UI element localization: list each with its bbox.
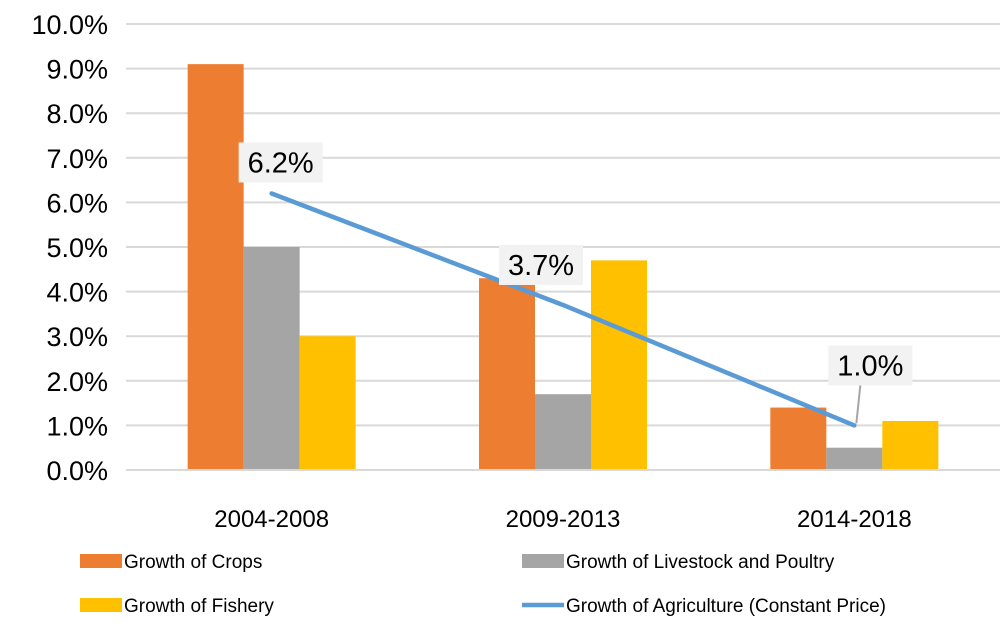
bar	[299, 336, 356, 470]
y-tick-label: 5.0%	[46, 233, 108, 263]
legend: Growth of Crops Growth of Livestock and P…	[80, 552, 886, 617]
data-labels: 6.2% 3.7% 1.0%	[238, 142, 913, 424]
y-axis: 0.0% 1.0% 2.0% 3.0% 4.0% 5.0% 6.0% 7.0% 8.0% 9.0%…	[31, 10, 108, 486]
bar	[882, 420, 939, 470]
x-tick-label: 2004-2008	[214, 506, 329, 533]
bars	[187, 64, 939, 470]
y-tick-label: 0.0%	[46, 456, 108, 486]
legend-swatch	[522, 554, 564, 568]
y-tick-label: 6.0%	[46, 188, 108, 218]
bar	[591, 260, 647, 470]
bar	[826, 447, 883, 470]
data-label: 6.2%	[248, 147, 314, 179]
y-tick-label: 7.0%	[46, 144, 108, 174]
leader-line	[855, 385, 862, 424]
y-tick-label: 10.0%	[31, 10, 108, 40]
bar	[535, 394, 591, 470]
legend-swatch	[80, 598, 122, 612]
x-tick-label: 2009-2013	[506, 506, 621, 533]
data-label-box	[828, 345, 913, 386]
bar	[479, 278, 535, 470]
bar	[187, 64, 244, 470]
y-tick-label: 1.0%	[46, 411, 108, 441]
data-label-box	[238, 142, 323, 183]
x-axis: 2004-2008 2009-2013 2014-2018	[126, 469, 1000, 533]
agriculture-line	[269, 191, 857, 428]
legend-label: Growth of Livestock and Poultry	[566, 552, 835, 573]
y-tick-label: 9.0%	[46, 55, 108, 85]
legend-swatch	[80, 554, 122, 568]
series-line	[269, 191, 857, 428]
x-tick-label: 2014-2018	[797, 506, 912, 533]
data-label: 1.0%	[837, 350, 903, 382]
legend-label: Growth of Agriculture (Constant Price)	[566, 596, 886, 617]
bar	[770, 407, 827, 470]
y-tick-label: 4.0%	[46, 278, 108, 308]
y-tick-label: 2.0%	[46, 367, 108, 397]
y-tick-label: 8.0%	[46, 99, 108, 129]
bar	[243, 247, 300, 470]
legend-label: Growth of Crops	[124, 552, 262, 573]
y-tick-label: 3.0%	[46, 322, 108, 352]
data-label: 3.7%	[508, 250, 574, 282]
legend-label: Growth of Fishery	[124, 596, 274, 617]
data-label-box	[499, 244, 583, 285]
